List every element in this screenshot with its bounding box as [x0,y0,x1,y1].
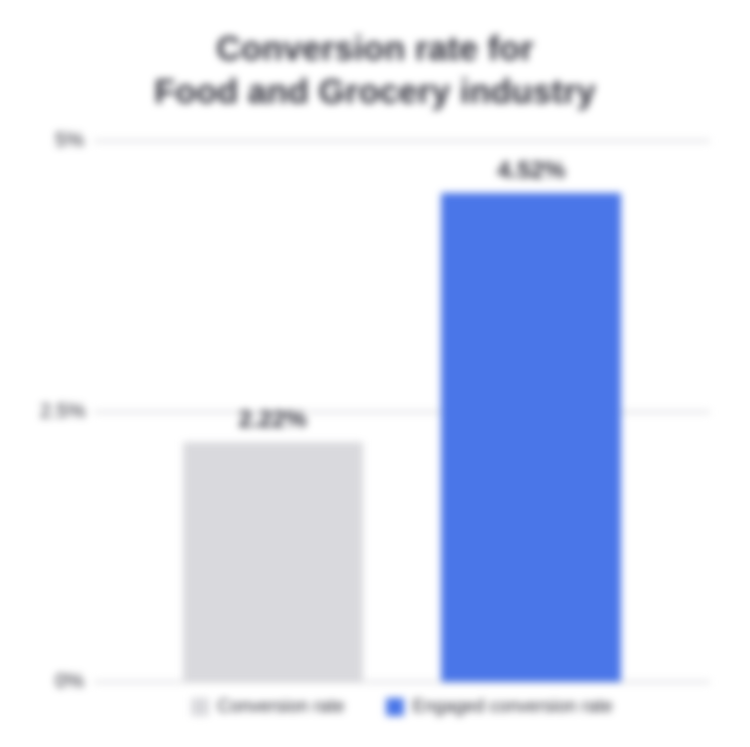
chart-title-line1: Conversion rate for [216,30,533,68]
chart-title: Conversion rate for Food and Grocery ind… [40,28,710,113]
plot-area: 5% 2.5% 0% 2.22% 4.52% [40,141,710,682]
bar-column: 2.22% [173,406,373,682]
grid-area: 2.22% 4.52% [94,141,710,682]
y-tick-label: 2.5% [40,400,84,423]
bar-value-label: 4.52% [497,157,565,185]
bar-value-label: 2.22% [239,406,307,434]
legend-swatch [191,698,209,716]
y-tick-label: 5% [40,130,84,153]
legend-label: Engaged conversion rate [412,696,612,717]
bars-container: 2.22% 4.52% [94,141,710,682]
legend-swatch [386,698,404,716]
bar-conversion-rate [183,442,363,682]
chart-title-line2: Food and Grocery industry [154,73,595,111]
bar-column: 4.52% [431,157,631,682]
y-tick-label: 0% [40,671,84,694]
legend-item: Conversion rate [191,696,344,717]
legend-label: Conversion rate [217,696,344,717]
legend-item: Engaged conversion rate [386,696,612,717]
y-axis: 5% 2.5% 0% [40,141,94,682]
bar-engaged-conversion-rate [441,193,621,682]
conversion-rate-chart: Conversion rate for Food and Grocery ind… [0,0,750,747]
legend: Conversion rate Engaged conversion rate [40,696,710,717]
